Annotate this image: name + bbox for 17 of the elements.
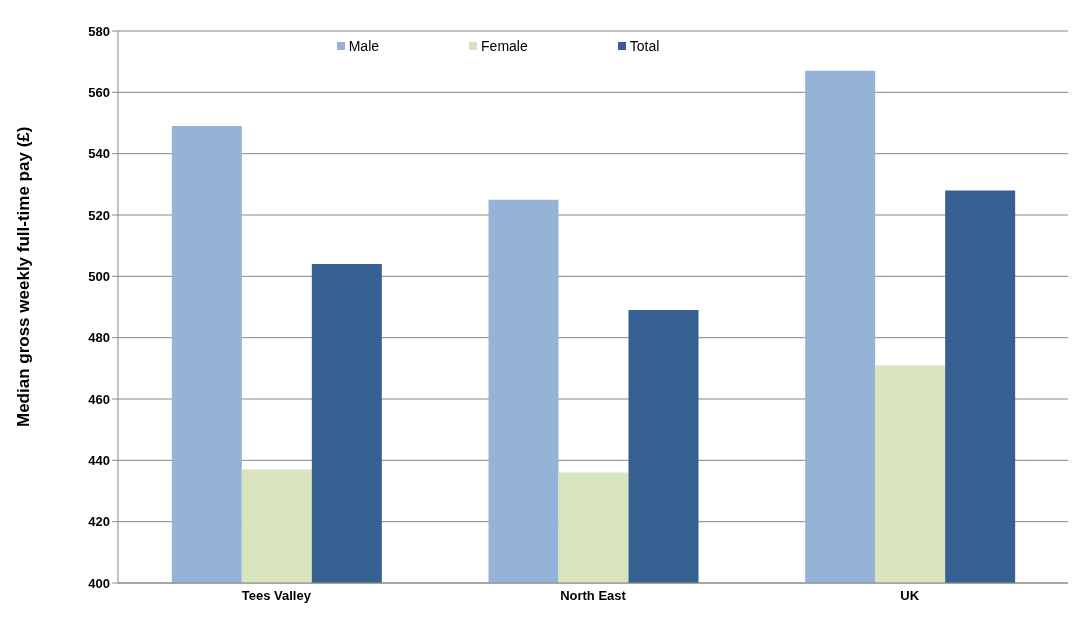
legend-label: Total <box>628 38 660 54</box>
legend-label: Male <box>347 38 380 54</box>
y-tick-label: 520 <box>88 207 110 223</box>
x-tick-label: UK <box>900 588 920 604</box>
y-tick-label: 540 <box>88 146 110 162</box>
y-tick-label: 440 <box>88 452 110 468</box>
y-axis-title: Median gross weekly full-time pay (£) <box>14 126 34 427</box>
y-tick-label: 580 <box>88 23 110 39</box>
y-tick-label: 500 <box>88 268 110 284</box>
y-tick-label: 560 <box>88 84 110 100</box>
y-tick-label: 480 <box>88 330 110 346</box>
x-tick-label: Tees Valley <box>241 588 312 604</box>
y-tick-label: 400 <box>88 575 110 591</box>
y-tick-label: 460 <box>88 391 110 407</box>
x-tick-label: North East <box>560 588 627 604</box>
y-tick-label: 420 <box>88 514 110 530</box>
legend-label: Female <box>480 38 528 54</box>
